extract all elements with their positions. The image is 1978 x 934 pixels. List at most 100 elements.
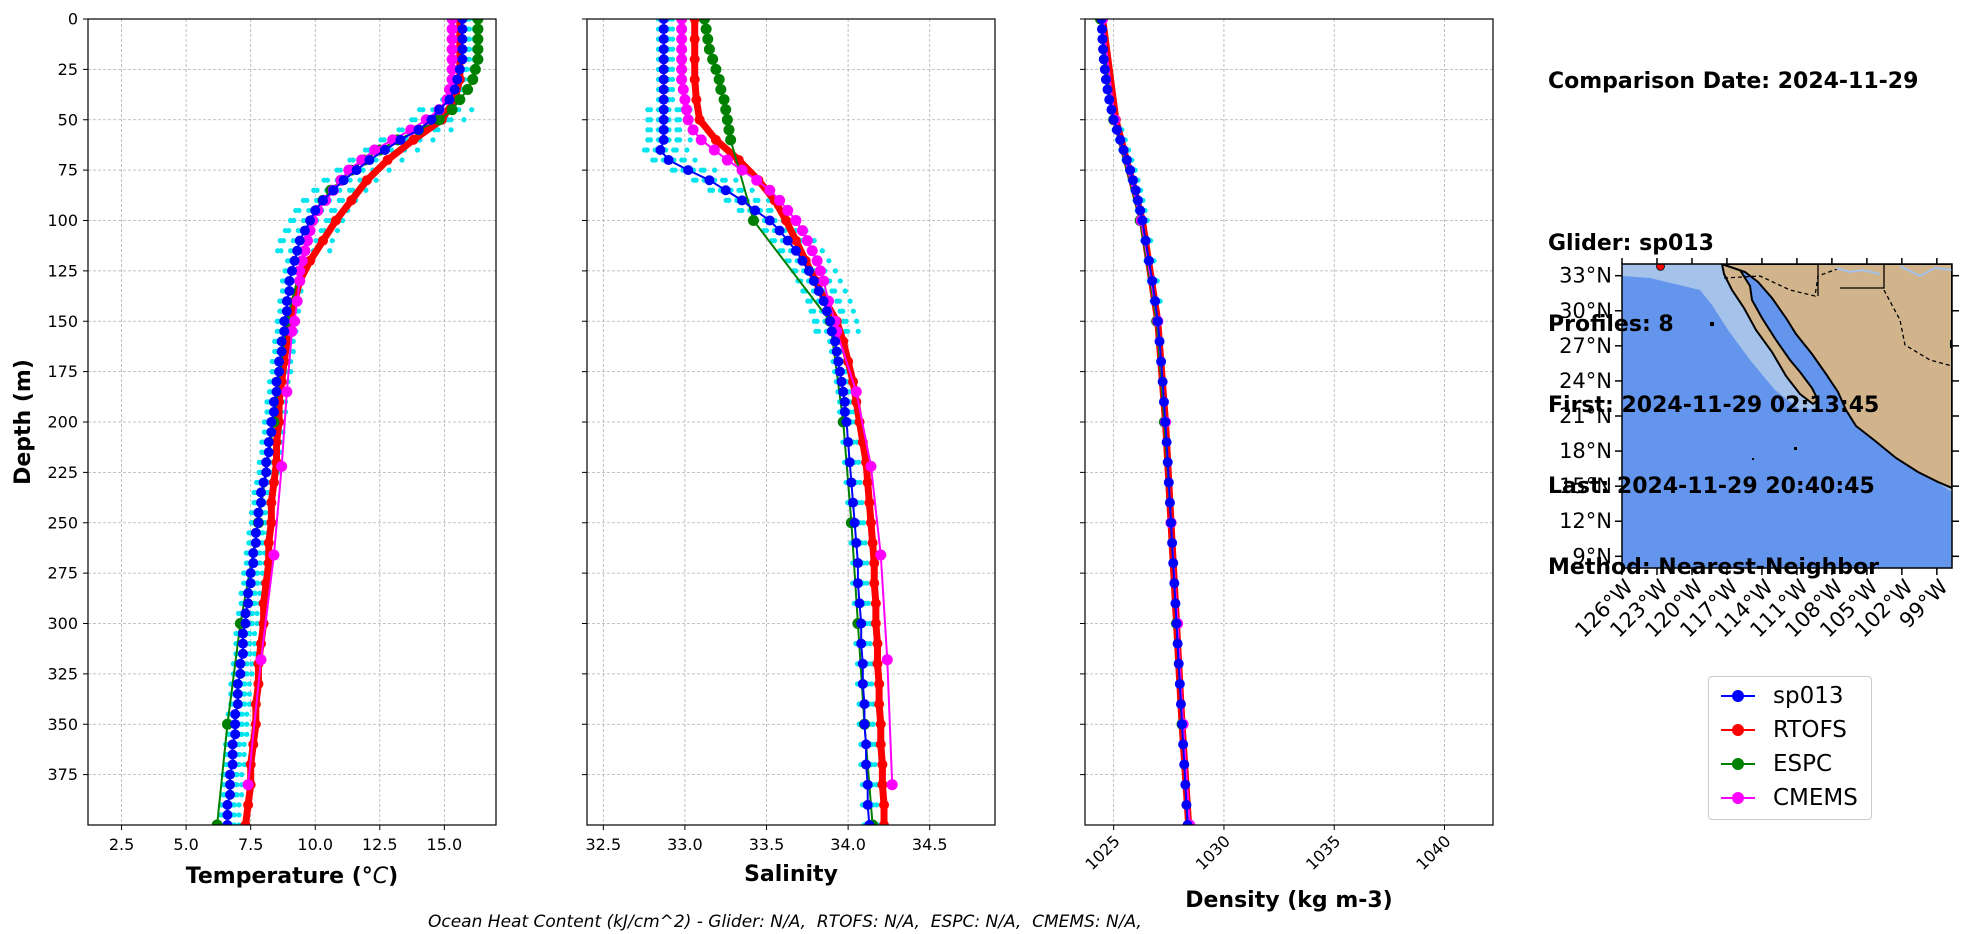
salinity-point-sp013 — [658, 104, 669, 115]
salinity-profile-point — [805, 298, 811, 304]
temperature-profile-point — [300, 217, 307, 224]
temperature-point-cmems — [299, 245, 311, 257]
density-point-sp013 — [1181, 799, 1192, 810]
legend-marker — [1732, 724, 1744, 736]
temperature-profile-point — [334, 167, 340, 173]
salinity-profile-point — [671, 147, 677, 153]
salinity-point-sp013 — [821, 306, 832, 317]
salinity-point-sp013 — [813, 286, 824, 297]
salinity-point-rtofs — [867, 537, 878, 548]
temperature-profile-point — [313, 238, 319, 244]
salinity-profile-point — [687, 137, 693, 143]
density-series-sp013 — [1100, 19, 1189, 825]
temperature-profile-point — [346, 187, 353, 193]
temperature-ytick-label: 175 — [47, 362, 78, 381]
temperature-point-sp013 — [263, 437, 274, 448]
density-point-sp013 — [1137, 215, 1148, 226]
temperature-point-espc — [462, 84, 474, 96]
salinity-point-sp013 — [658, 24, 669, 35]
map-lat-label: 15°N — [1559, 474, 1612, 498]
salinity-profile-point — [641, 147, 648, 153]
temperature-point-rtofs — [243, 799, 254, 810]
salinity-panel: 32.5 33.0 33.5 34.0 34.5 Salinity — [582, 18, 996, 887]
temperature-profile-point — [272, 348, 278, 355]
temperature-point-sp013 — [276, 346, 287, 357]
density-point-sp013 — [1104, 94, 1115, 105]
temperature-point-sp013 — [266, 417, 277, 427]
density-point-sp013 — [1106, 104, 1117, 115]
temperature-profile-point — [430, 137, 436, 143]
temperature-point-sp013 — [413, 124, 424, 135]
salinity-point-sp013 — [830, 336, 841, 347]
salinity-point-sp013 — [663, 155, 674, 166]
salinity-point-sp013 — [843, 437, 854, 448]
salinity-point-espc — [715, 84, 727, 96]
density-point-sp013 — [1161, 437, 1172, 448]
temperature-point-rtofs — [256, 638, 267, 649]
salinity-point-espc — [713, 73, 725, 85]
density-point-sp013 — [1156, 356, 1167, 367]
temperature-point-rtofs — [258, 598, 269, 609]
temperature-profile-point — [272, 338, 278, 344]
salinity-point-sp013 — [846, 477, 857, 488]
temperature-profile-point — [256, 459, 262, 465]
salinity-profile-point — [674, 117, 680, 123]
temperature-profile-point — [300, 197, 307, 203]
salinity-point-sp013 — [848, 497, 859, 508]
density-point-sp013 — [1096, 24, 1107, 35]
temperature-profile-point — [243, 550, 249, 556]
temperature-profile-point — [254, 610, 260, 617]
temperature-profile-point — [244, 711, 250, 717]
temperature-point-sp013 — [317, 195, 328, 206]
salinity-xtick-label: 32.5 — [586, 835, 622, 854]
temperature-profile-point — [246, 701, 252, 707]
temperature-point-rtofs — [271, 437, 282, 448]
salinity-point-sp013 — [857, 658, 868, 669]
density-xtick-label: 1040 — [1412, 832, 1454, 874]
temperature-profile-point — [241, 741, 247, 748]
salinity-point-rtofs — [691, 94, 702, 105]
temperature-profile-point — [279, 288, 286, 294]
salinity-point-sp013 — [774, 225, 785, 236]
salinity-profile-point — [645, 117, 651, 123]
density-point-sp013 — [1128, 175, 1139, 186]
temperature-point-sp013 — [225, 769, 236, 780]
salinity-point-sp013 — [836, 376, 847, 387]
temperature-profile-point — [469, 107, 475, 113]
map-mainland — [1721, 264, 1952, 490]
temperature-profile-point — [461, 117, 467, 123]
temperature-point-sp013 — [227, 749, 238, 760]
salinity-profile-point — [723, 197, 729, 203]
salinity-profile-point — [837, 308, 843, 314]
salinity-point-sp013 — [861, 739, 872, 750]
depth-ylabel: Depth (m) — [11, 359, 36, 485]
density-point-sp013 — [1140, 235, 1151, 246]
map-lat-label: 33°N — [1559, 264, 1612, 288]
density-panel: 1025 1030 1035 1040 Density (kg m-3) — [1080, 18, 1494, 913]
salinity-point-sp013 — [857, 678, 868, 689]
salinity-point-cmems — [681, 104, 693, 116]
salinity-point-espc — [700, 23, 712, 35]
salinity-point-sp013 — [851, 537, 862, 548]
temperature-point-sp013 — [294, 235, 305, 246]
salinity-point-espc — [699, 19, 711, 25]
temperature-point-cmems — [268, 549, 280, 561]
density-xtick-label: 1025 — [1081, 832, 1123, 874]
map-lat-label: 9°N — [1572, 544, 1612, 568]
salinity-point-rtofs — [875, 739, 886, 750]
salinity-point-rtofs — [694, 114, 705, 125]
salinity-profile-point — [669, 97, 676, 103]
salinity-point-sp013 — [658, 84, 669, 95]
density-point-sp013 — [1164, 497, 1175, 508]
salinity-profile-point — [860, 520, 867, 526]
temperature-profile-point — [282, 227, 288, 234]
map-border-us-mexico — [1723, 267, 1841, 297]
salinity-point-espc — [723, 124, 735, 136]
temperature-point-cmems — [255, 654, 267, 666]
salinity-profile-point — [857, 479, 863, 486]
temperature-ytick-label: 225 — [47, 463, 78, 482]
temperature-profile-point — [378, 137, 384, 143]
salinity-profile-point — [736, 187, 742, 193]
salinity-lines — [655, 19, 898, 825]
density-point-sp013 — [1098, 54, 1109, 65]
